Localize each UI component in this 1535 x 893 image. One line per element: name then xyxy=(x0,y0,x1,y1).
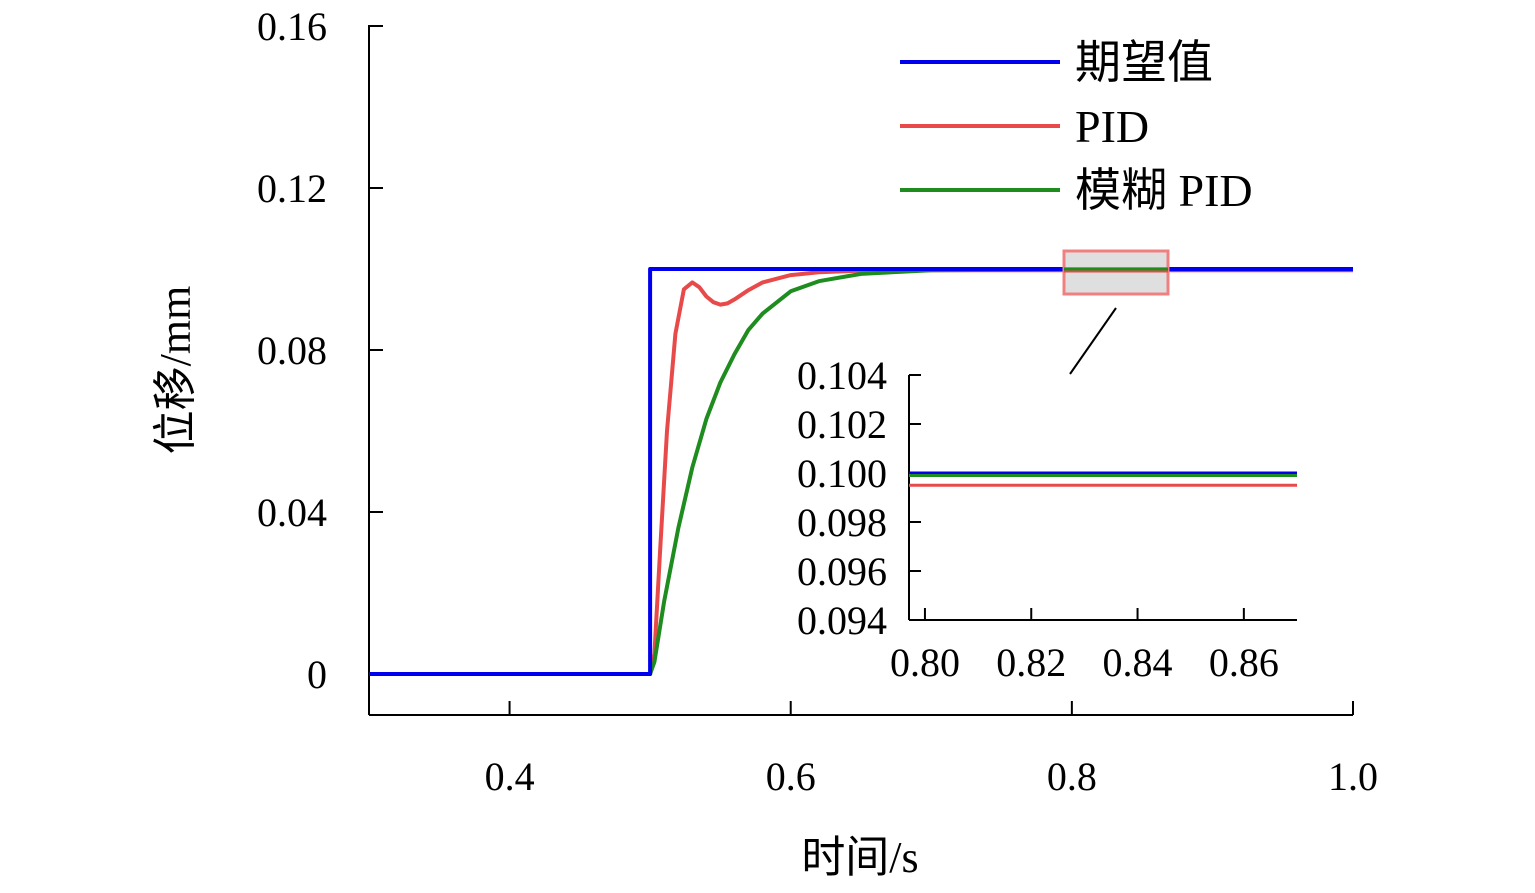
y-tick-label: 0.12 xyxy=(257,166,327,211)
zoom-box xyxy=(1062,249,1170,375)
series-line xyxy=(369,268,1353,676)
y-axis-label: 位移/mm xyxy=(151,286,200,455)
main-axes: 0 0.04 0.08 0.12 0.16 0.4 0.6 0.8 1.0 xyxy=(257,4,1378,799)
inset-y-tick-label: 0.096 xyxy=(797,549,887,594)
inset-y-tick-label: 0.104 xyxy=(797,353,887,398)
x-tick-label: 0.8 xyxy=(1047,754,1097,799)
main-series xyxy=(369,267,1353,676)
y-tick-label: 0.16 xyxy=(257,4,327,49)
inset-x-tick-label: 0.84 xyxy=(1103,640,1173,685)
zoom-connector xyxy=(1069,307,1117,375)
x-tick-label: 0.4 xyxy=(485,754,535,799)
legend-label: 模糊 PID xyxy=(1075,165,1253,216)
inset-y-tick-label: 0.100 xyxy=(797,451,887,496)
legend-label: PID xyxy=(1075,101,1149,152)
inset-x-tick-label: 0.82 xyxy=(996,640,1066,685)
inset-y-tick-label: 0.094 xyxy=(797,598,887,643)
legend-label: 期望值 xyxy=(1075,37,1213,88)
y-tick-label: 0 xyxy=(307,652,327,697)
y-tick-label: 0.08 xyxy=(257,328,327,373)
series-line xyxy=(369,267,1353,676)
inset-y-tick-label: 0.102 xyxy=(797,402,887,447)
y-tick-label: 0.04 xyxy=(257,490,327,535)
inset-y-tick-label: 0.098 xyxy=(797,500,887,545)
x-tick-label: 1.0 xyxy=(1328,754,1378,799)
inset-background xyxy=(909,375,1297,620)
legend: 期望值 PID 模糊 PID xyxy=(900,37,1253,216)
inset-x-tick-label: 0.80 xyxy=(890,640,960,685)
x-tick-label: 0.6 xyxy=(766,754,816,799)
series-line xyxy=(369,267,1353,676)
inset-x-tick-label: 0.86 xyxy=(1209,640,1279,685)
x-axis-label: 时间/s xyxy=(801,833,918,882)
